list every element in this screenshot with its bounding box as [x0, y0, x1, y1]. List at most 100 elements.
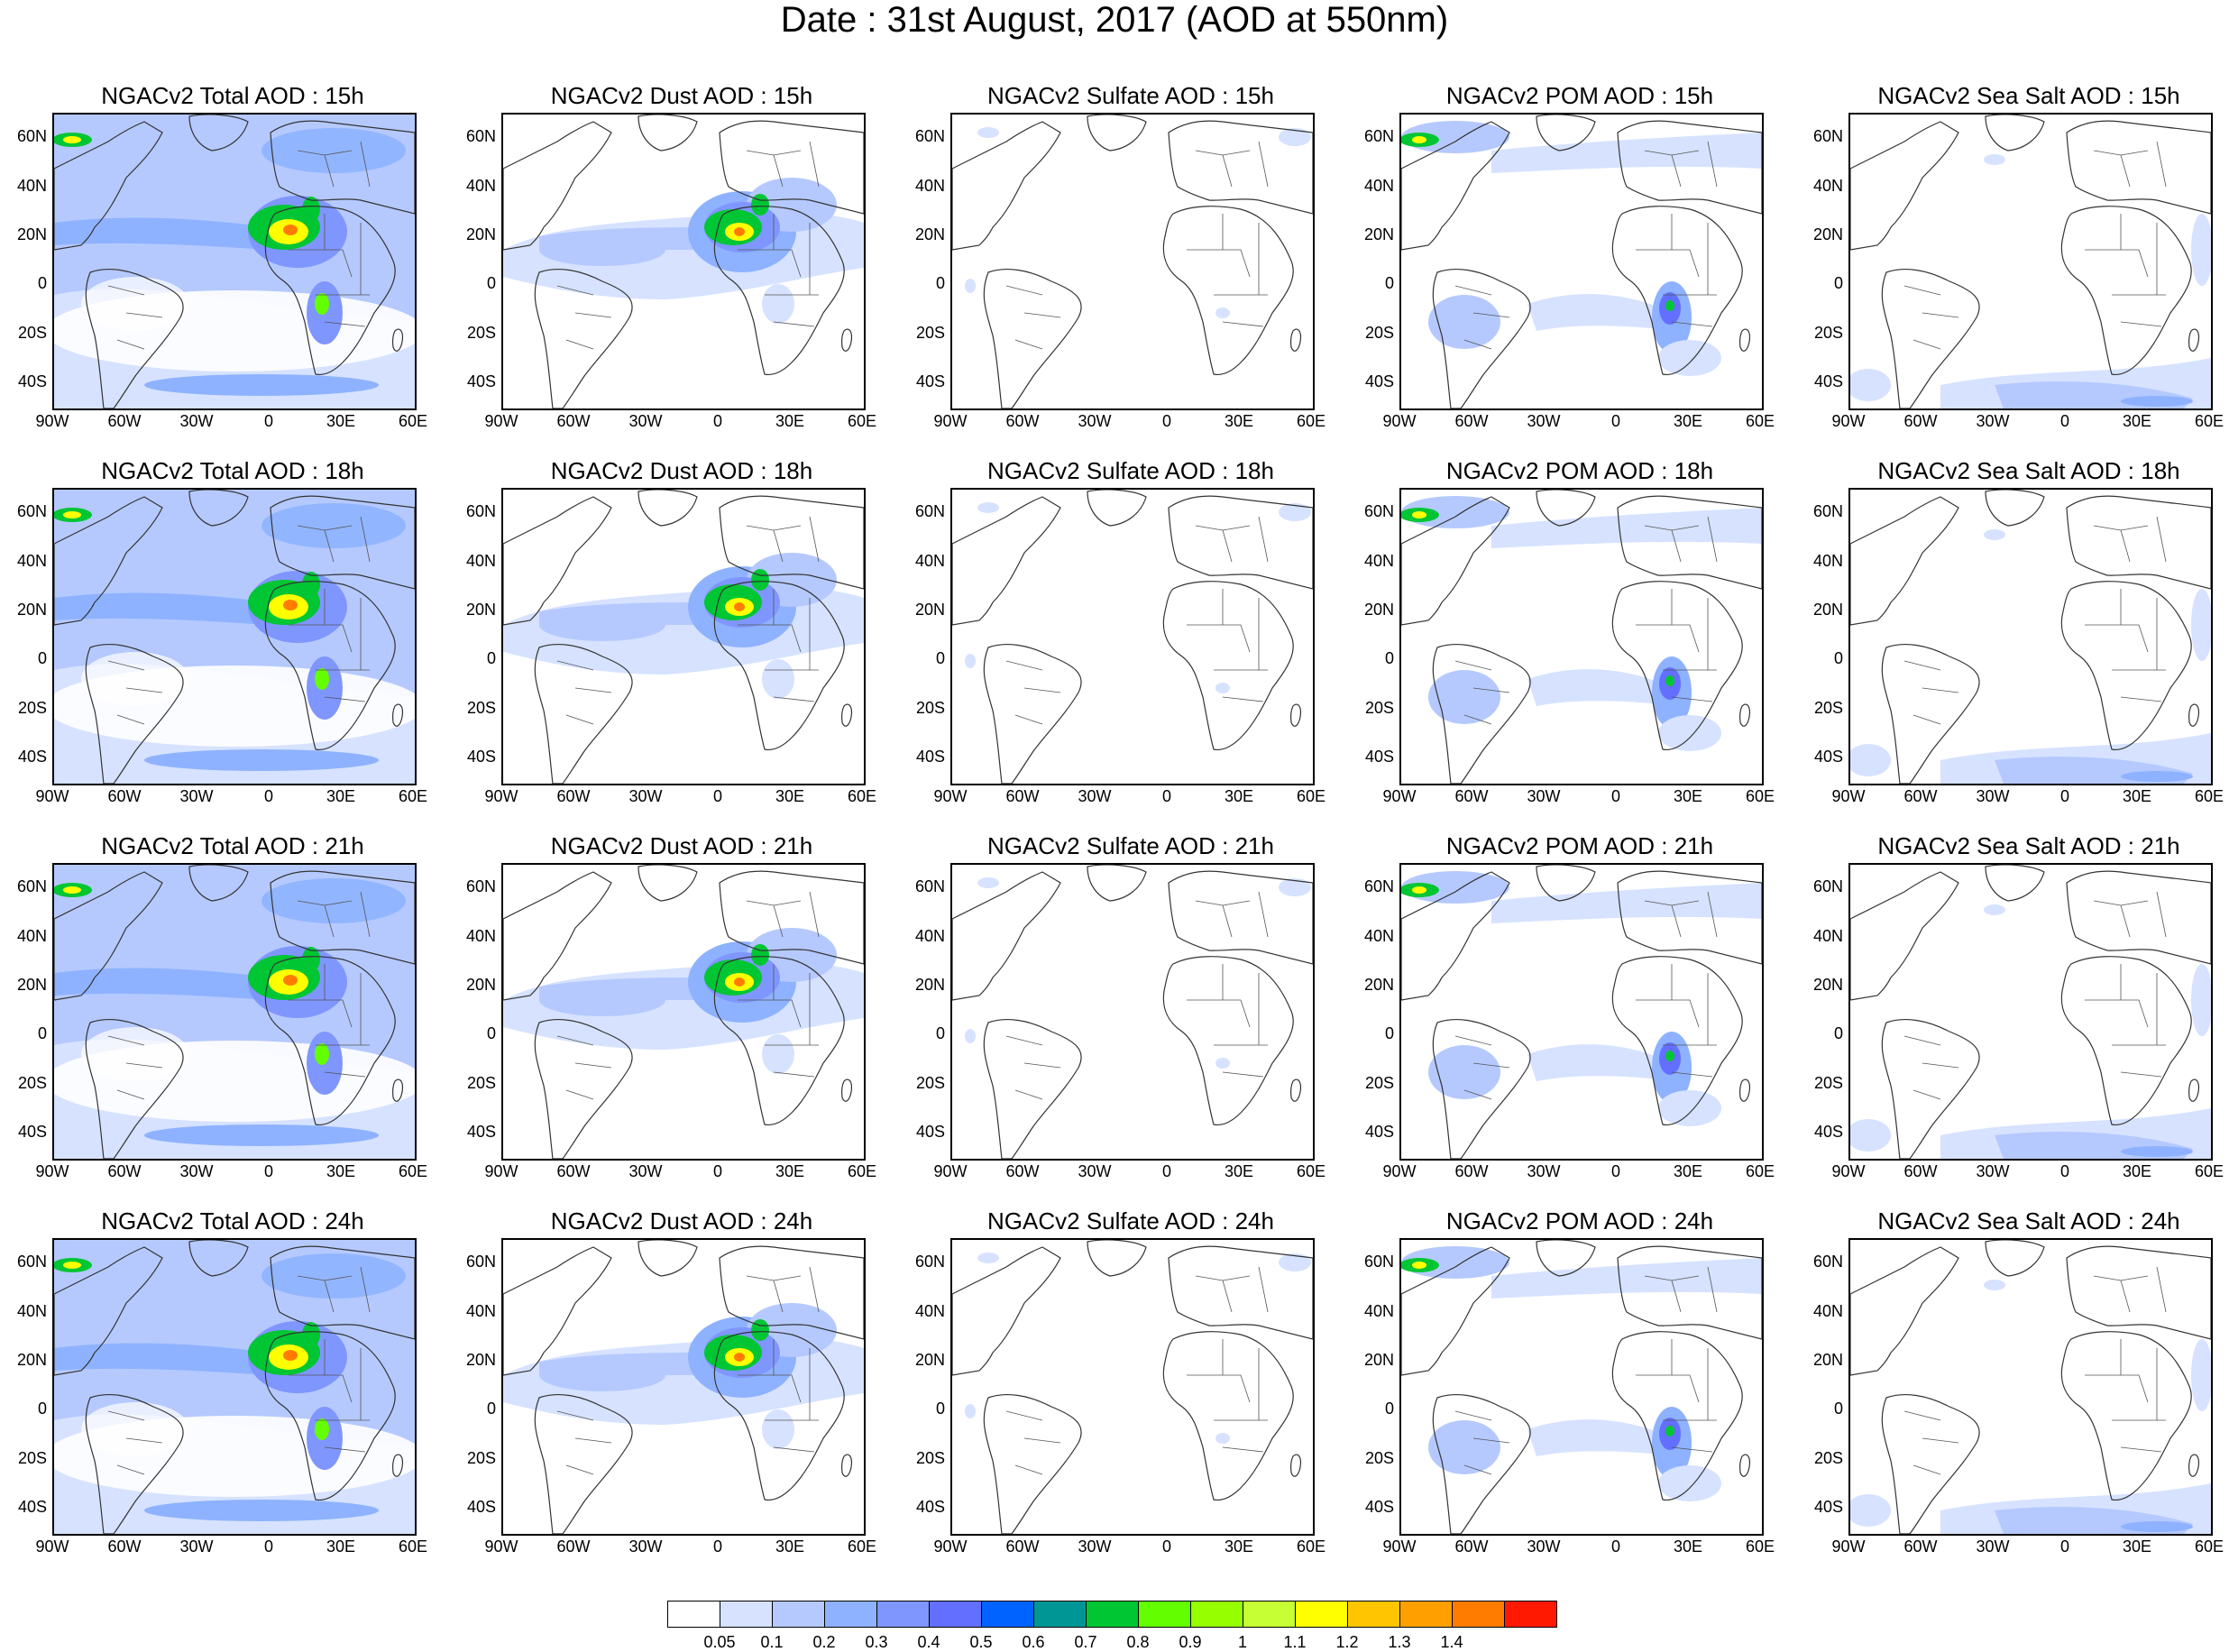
lon-tick-label: 30E [2122, 412, 2152, 430]
lat-tick-label: 40S [17, 372, 47, 390]
panel-title: NGACv2 Dust AOD : 21h [550, 832, 813, 859]
colorbar-label: 1.1 [1283, 1633, 1307, 1651]
lat-tick-label: 0 [1384, 1024, 1394, 1043]
colorbar-swatch [1086, 1601, 1139, 1628]
colorbar-label: 0.7 [1074, 1633, 1097, 1651]
lat-tick-label: 0 [935, 1024, 945, 1043]
aod-field [1850, 865, 2211, 1159]
aod-field [1850, 490, 2211, 784]
colorbar-swatch [1347, 1601, 1400, 1628]
lat-tick-label: 20N [1363, 975, 1394, 994]
aod-field [503, 115, 864, 408]
map-plot-area [950, 488, 1315, 785]
map-panel-sulfate-21h: NGACv2 Sulfate AOD : 21h 60N 40N 20N 0 20S 40S… [898, 827, 1331, 1180]
lon-tick-label: 0 [712, 1162, 722, 1180]
colorbar-swatch [1190, 1601, 1243, 1628]
lat-tick-label: 40S [17, 1497, 47, 1516]
lat-tick-label: 0 [1833, 1400, 1843, 1418]
colorbar-label: 1.4 [1440, 1633, 1463, 1651]
lat-tick-label: 40S [1364, 1497, 1394, 1516]
map-plot-area [1399, 488, 1764, 785]
lat-tick-label: 20N [16, 1350, 47, 1369]
lat-tick-label: 40N [914, 551, 945, 570]
map-plot-area [501, 863, 866, 1161]
lon-tick-label: 30E [1673, 787, 1703, 805]
lat-tick-label: 40N [16, 1301, 47, 1320]
lat-tick-label: 0 [37, 1024, 47, 1043]
lon-tick-label: 90W [933, 787, 968, 805]
lat-tick-label: 20N [1363, 225, 1394, 243]
map-plot-area [52, 1238, 417, 1536]
lon-tick-label: 60W [556, 412, 591, 430]
map-panel-seasalt-15h: NGACv2 Sea Salt AOD : 15h 60N 40N 20N 0 20S 40… [1796, 77, 2229, 430]
lon-tick-label: 60W [1454, 787, 1489, 805]
lon-tick-label: 60W [1454, 1537, 1489, 1556]
lon-tick-label: 60W [556, 1537, 591, 1556]
map-panel-dust-21h: NGACv2 Dust AOD : 21h 60N 40N 20N 0 20S 40S 90W… [449, 827, 882, 1180]
lat-tick-label: 20S [17, 698, 47, 717]
lon-tick-label: 60W [107, 1537, 142, 1556]
lon-tick-label: 30W [179, 787, 214, 805]
aod-field [54, 1240, 415, 1534]
lon-tick-label: 30E [1673, 1162, 1703, 1180]
panel-title: NGACv2 Sulfate AOD : 21h [987, 832, 1274, 859]
lon-tick-label: 30W [1976, 1537, 2010, 1556]
lon-tick-label: 60E [847, 412, 877, 430]
lat-tick-label: 40N [1363, 926, 1394, 945]
lon-tick-label: 30W [1078, 412, 1112, 430]
lat-tick-label: 0 [1384, 1400, 1394, 1418]
lat-tick-label: 60N [465, 502, 496, 521]
lat-tick-label: 40N [914, 176, 945, 195]
aod-field [54, 865, 415, 1159]
lat-tick-label: 60N [465, 1253, 496, 1271]
lat-tick-label: 40N [16, 551, 47, 570]
aod-field [503, 490, 864, 784]
lat-tick-label: 20S [17, 323, 47, 342]
lon-tick-label: 90W [1831, 1537, 1866, 1556]
lon-tick-label: 60W [1005, 787, 1040, 805]
lat-tick-label: 40N [465, 926, 496, 945]
lon-tick-label: 60W [1005, 1162, 1040, 1180]
aod-field [503, 1240, 864, 1534]
lon-tick-label: 0 [263, 1537, 273, 1556]
lat-tick-label: 20N [914, 225, 945, 243]
lat-tick-label: 60N [16, 877, 47, 896]
lon-tick-label: 30W [1527, 1162, 1561, 1180]
map-panel-seasalt-18h: NGACv2 Sea Salt AOD : 18h 60N 40N 20N 0 20S 40… [1796, 452, 2229, 805]
lat-tick-label: 0 [37, 274, 47, 293]
lat-tick-label: 40S [1813, 1497, 1843, 1516]
lon-tick-label: 0 [263, 412, 273, 430]
lat-tick-label: 40N [16, 176, 47, 195]
lon-tick-label: 30W [628, 1162, 663, 1180]
lon-tick-label: 0 [712, 412, 722, 430]
lat-tick-label: 40S [1813, 747, 1843, 766]
lat-tick-label: 40N [1812, 926, 1843, 945]
lat-tick-label: 0 [1833, 649, 1843, 668]
lon-tick-label: 60E [1296, 787, 1326, 805]
colorbar-label: 0.8 [1126, 1633, 1150, 1651]
lat-tick-label: 0 [935, 649, 945, 668]
lat-tick-label: 0 [486, 274, 496, 293]
lat-tick-label: 20S [1364, 323, 1394, 342]
lat-tick-label: 40N [1363, 176, 1394, 195]
lat-tick-label: 20S [466, 1073, 496, 1092]
lat-tick-label: 20N [1363, 600, 1394, 619]
lon-tick-label: 60E [1296, 412, 1326, 430]
lat-tick-label: 20S [915, 1448, 945, 1467]
lat-tick-label: 40S [17, 1122, 47, 1141]
aod-field [1401, 115, 1762, 408]
lon-tick-label: 90W [35, 412, 69, 430]
lat-tick-label: 40N [1812, 551, 1843, 570]
lat-tick-label: 60N [1812, 1253, 1843, 1271]
lat-tick-label: 20N [914, 1350, 945, 1369]
map-panel-total-24h: NGACv2 Total AOD : 24h 60N 40N 20N 0 20S 40S 90… [0, 1202, 433, 1556]
lat-tick-label: 20N [1812, 975, 1843, 994]
lat-tick-label: 20N [1812, 225, 1843, 243]
lon-tick-label: 90W [933, 1162, 968, 1180]
lon-tick-label: 60W [107, 1162, 142, 1180]
colorbar-label: 0.05 [703, 1633, 736, 1651]
lat-tick-label: 40N [16, 926, 47, 945]
lat-tick-label: 20S [1813, 323, 1843, 342]
lon-tick-label: 0 [1610, 1162, 1620, 1180]
panel-title: NGACv2 Sea Salt AOD : 18h [1877, 457, 2180, 484]
